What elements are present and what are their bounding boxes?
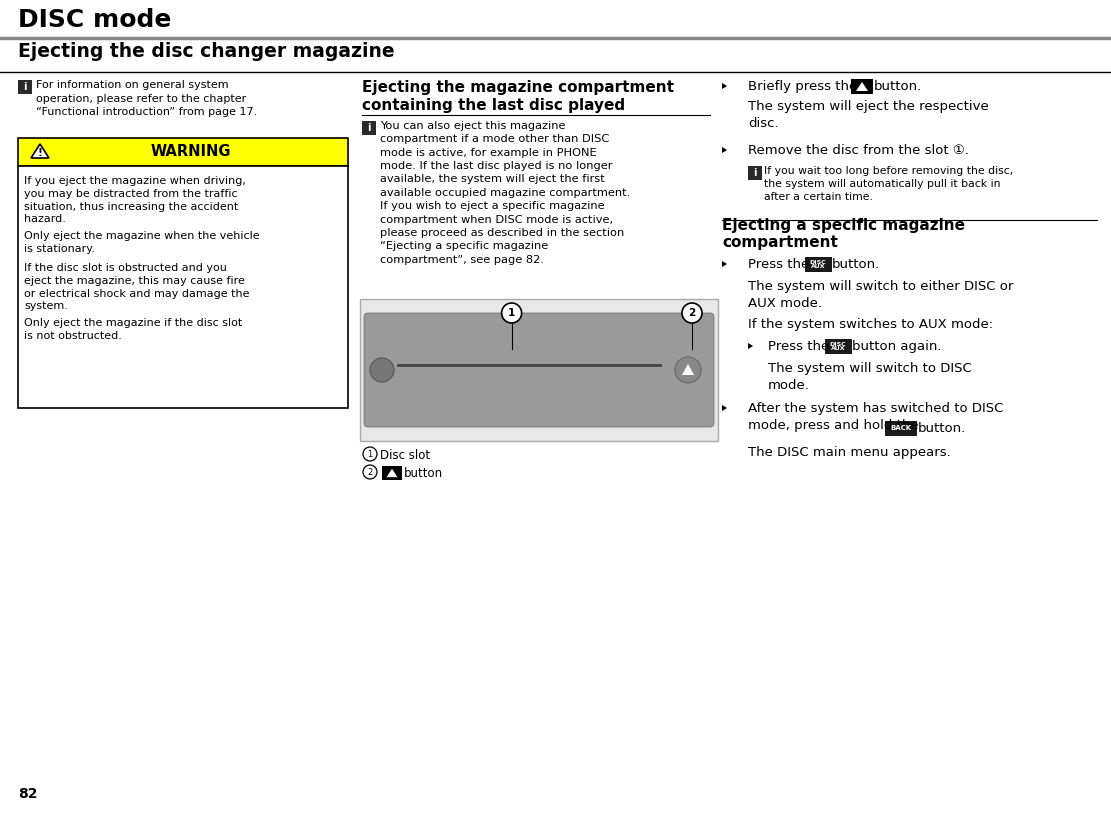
Polygon shape <box>722 83 727 89</box>
Text: Ejecting a specific magazine
compartment: Ejecting a specific magazine compartment <box>722 218 965 250</box>
Text: The DISC main menu appears.: The DISC main menu appears. <box>748 446 951 459</box>
FancyBboxPatch shape <box>18 138 348 166</box>
Circle shape <box>682 303 702 323</box>
Text: WARNING: WARNING <box>151 145 231 159</box>
Text: i: i <box>23 82 27 92</box>
Text: i: i <box>753 168 757 178</box>
Text: 82: 82 <box>18 787 38 801</box>
Text: The system will eject the respective
disc.: The system will eject the respective dis… <box>748 100 989 130</box>
FancyBboxPatch shape <box>362 121 376 135</box>
Text: For information on general system
operation, please refer to the chapter
“Functi: For information on general system operat… <box>36 80 258 117</box>
Text: Press the: Press the <box>768 340 829 353</box>
Polygon shape <box>748 343 753 349</box>
Text: Remove the disc from the slot ①.: Remove the disc from the slot ①. <box>748 144 969 157</box>
Circle shape <box>363 465 377 479</box>
FancyBboxPatch shape <box>851 79 873 94</box>
Text: DISC mode: DISC mode <box>18 8 171 32</box>
Text: If the disc slot is obstructed and you
eject the magazine, this may cause fire
o: If the disc slot is obstructed and you e… <box>24 263 250 311</box>
FancyBboxPatch shape <box>360 299 718 441</box>
Text: 2: 2 <box>689 308 695 318</box>
Text: 1: 1 <box>508 308 516 318</box>
Polygon shape <box>855 82 868 91</box>
Text: button.: button. <box>874 80 922 93</box>
Text: Ejecting the magazine compartment
containing the last disc played: Ejecting the magazine compartment contai… <box>362 80 674 113</box>
Polygon shape <box>722 261 727 267</box>
Text: !: ! <box>38 148 42 158</box>
FancyBboxPatch shape <box>885 421 917 436</box>
Polygon shape <box>722 405 727 411</box>
Text: Briefly press the: Briefly press the <box>748 80 858 93</box>
Text: You can also eject this magazine
compartment if a mode other than DISC
mode is a: You can also eject this magazine compart… <box>380 121 630 264</box>
Text: 2: 2 <box>368 467 372 476</box>
Text: Press the: Press the <box>748 258 809 271</box>
FancyBboxPatch shape <box>364 313 714 427</box>
Text: button.: button. <box>918 422 967 435</box>
FancyBboxPatch shape <box>18 80 32 94</box>
Text: BACK: BACK <box>890 425 911 432</box>
Polygon shape <box>387 469 398 477</box>
Circle shape <box>502 303 522 323</box>
Text: After the system has switched to DISC
mode, press and hold the: After the system has switched to DISC mo… <box>748 402 1003 432</box>
Text: If you wait too long before removing the disc,
the system will automatically pul: If you wait too long before removing the… <box>764 166 1013 202</box>
FancyBboxPatch shape <box>382 466 402 480</box>
Text: If the system switches to AUX mode:: If the system switches to AUX mode: <box>748 318 993 331</box>
Text: button: button <box>404 467 443 480</box>
FancyBboxPatch shape <box>748 166 762 180</box>
Text: Ejecting the disc changer magazine: Ejecting the disc changer magazine <box>18 42 394 61</box>
Text: i: i <box>368 123 371 133</box>
FancyBboxPatch shape <box>804 257 831 272</box>
Text: The system will switch to either DISC or
AUX mode.: The system will switch to either DISC or… <box>748 280 1013 310</box>
Circle shape <box>370 358 394 382</box>
Circle shape <box>675 357 701 383</box>
Text: If you eject the magazine when driving,
you may be distracted from the traffic
s: If you eject the magazine when driving, … <box>24 176 246 224</box>
Text: Only eject the magazine if the disc slot
is not obstructed.: Only eject the magazine if the disc slot… <box>24 318 242 341</box>
FancyBboxPatch shape <box>18 166 348 408</box>
Text: Only eject the magazine when the vehicle
is stationary.: Only eject the magazine when the vehicle… <box>24 231 260 254</box>
Text: The system will switch to DISC
mode.: The system will switch to DISC mode. <box>768 362 972 392</box>
Text: button.: button. <box>832 258 880 271</box>
FancyBboxPatch shape <box>824 339 851 354</box>
Text: Disc slot: Disc slot <box>380 449 430 462</box>
Polygon shape <box>682 364 694 375</box>
Circle shape <box>363 447 377 461</box>
Text: 1: 1 <box>368 450 372 459</box>
Text: DISC
AUX: DISC AUX <box>830 341 847 351</box>
Text: DISC
AUX: DISC AUX <box>810 259 827 269</box>
Text: button again.: button again. <box>852 340 941 353</box>
Polygon shape <box>722 147 727 153</box>
Polygon shape <box>31 144 49 158</box>
